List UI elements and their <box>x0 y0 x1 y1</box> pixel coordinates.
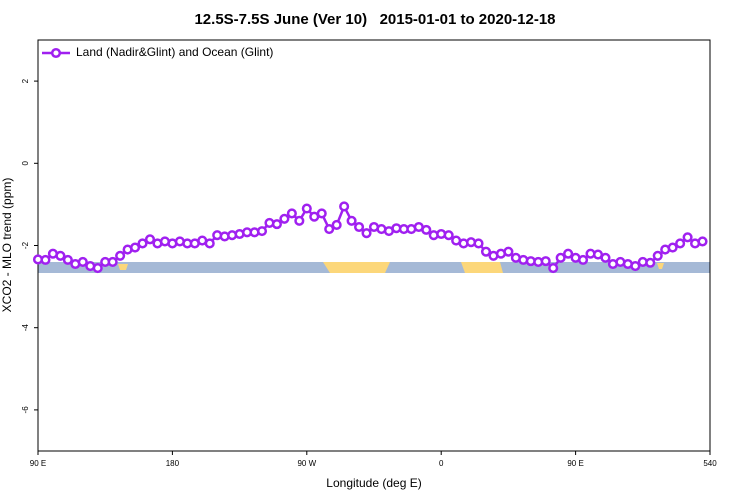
legend-label: Land (Nadir&Glint) and Ocean (Glint) <box>76 45 273 59</box>
y-tick-label: -4 <box>21 324 30 332</box>
point <box>652 250 663 261</box>
land-patch <box>657 263 664 269</box>
point <box>115 250 126 261</box>
point <box>55 250 66 261</box>
point <box>555 252 566 263</box>
point <box>144 234 156 245</box>
y-tick-label: -2 <box>21 241 30 249</box>
x-axis-label: Longitude (deg E) <box>326 476 421 490</box>
point <box>503 246 514 257</box>
point <box>645 257 656 268</box>
point <box>256 226 268 237</box>
point <box>107 256 118 267</box>
point <box>301 203 312 214</box>
point <box>667 242 678 253</box>
x-tick-label: 180 <box>166 459 180 468</box>
point <box>578 254 589 265</box>
y-tick-label: 0 <box>21 161 30 166</box>
point <box>62 254 73 265</box>
point <box>697 236 708 247</box>
point <box>540 256 551 267</box>
point <box>682 232 693 243</box>
point <box>271 219 282 230</box>
y-tick-label: 2 <box>21 78 30 83</box>
point <box>421 224 432 235</box>
land-patch <box>461 262 503 273</box>
point <box>279 213 290 224</box>
point <box>473 238 484 249</box>
point <box>346 215 357 226</box>
point <box>480 246 492 257</box>
y-axis-label: XCO2 - MLO trend (ppm) <box>0 178 14 313</box>
land-patch <box>118 264 128 270</box>
point <box>130 242 141 253</box>
point <box>40 254 51 265</box>
point <box>77 256 88 267</box>
map-strip <box>38 262 710 273</box>
point <box>600 252 611 263</box>
point <box>563 248 574 259</box>
point <box>443 230 454 241</box>
point <box>354 221 365 233</box>
legend-marker <box>50 47 62 59</box>
point <box>331 219 342 230</box>
point <box>630 261 641 272</box>
x-tick-label: 90 E <box>30 459 46 468</box>
point <box>675 238 686 249</box>
point <box>361 228 372 239</box>
chart-title: 12.5S-7.5S June (Ver 10) 2015-01-01 to 2… <box>194 11 555 28</box>
x-tick-label: 540 <box>703 459 717 468</box>
point <box>324 224 335 235</box>
point <box>339 201 350 212</box>
point <box>286 208 297 219</box>
x-tick-label: 90 W <box>297 459 316 468</box>
x-tick-label: 90 E <box>567 459 583 468</box>
land-patch <box>323 262 390 273</box>
point <box>204 238 215 249</box>
point <box>316 208 327 219</box>
x-tick-label: 0 <box>439 459 444 468</box>
point <box>137 238 148 249</box>
point <box>294 215 305 226</box>
point <box>548 263 559 274</box>
y-tick-label: -6 <box>21 406 30 414</box>
point <box>92 263 103 274</box>
